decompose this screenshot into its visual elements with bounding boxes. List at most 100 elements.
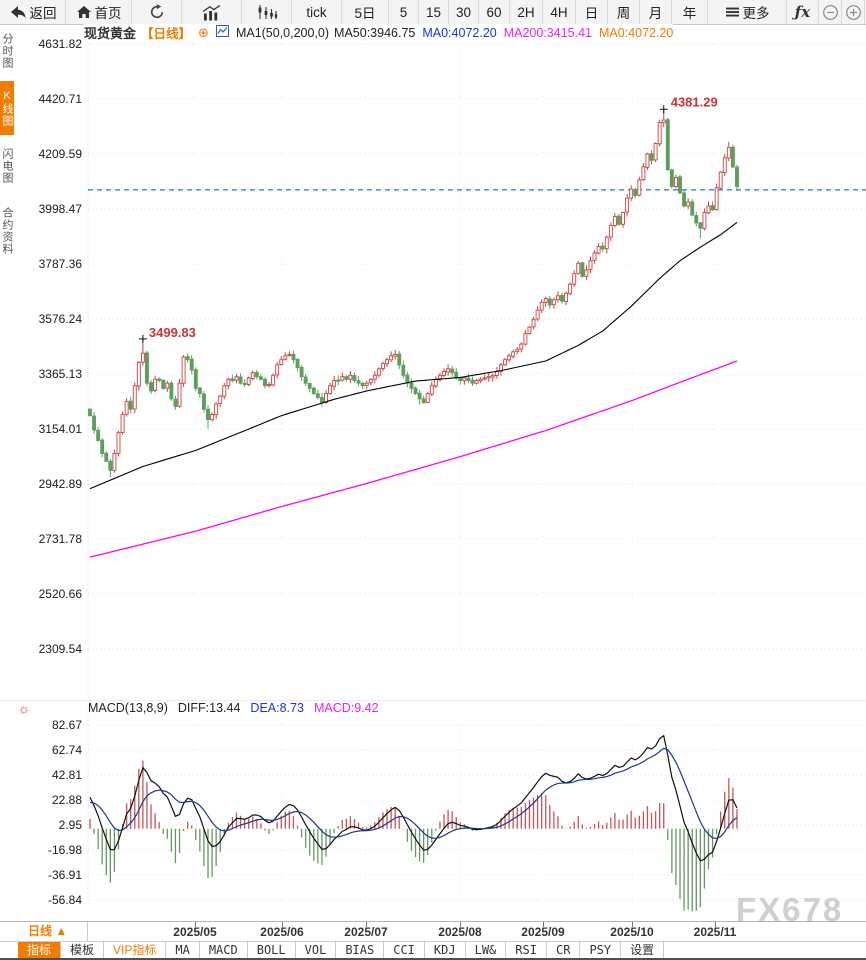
sidebar-item-time-chart[interactable]: 分时图 [1,33,13,69]
price-axis-label: 3365.13 [38,367,82,381]
interval-day-button[interactable]: 日 [576,0,608,24]
price-axis-label: 3154.01 [38,422,82,436]
chart-style-candle-button[interactable] [242,0,292,24]
interval-30m-button[interactable]: 30 [449,0,479,24]
interval-day-button-label: 日 [584,6,599,21]
tab-indicator[interactable]: 指标 [18,942,62,958]
tab-vip-indicator[interactable]: VIP指标 [104,942,167,958]
month-tick [366,922,367,927]
interval-5d-button-label: 5日 [354,6,376,21]
menu-icon [725,5,740,19]
price-axis-label: 2731.78 [38,532,82,546]
month-tick [543,922,544,927]
interval-week-button[interactable]: 周 [608,0,640,24]
interval-5m-button-label: 5 [399,4,408,20]
macd-axis-label: 62.74 [51,743,82,757]
sidebar-item-flash-chart[interactable]: 闪电图 [1,148,13,184]
sidebar-item-kline-chart[interactable]: K线图 [0,81,14,135]
zoom-in-icon [844,3,863,22]
bar-chart-icon [201,4,222,21]
toolbar: 返回 首页 tick 5日 5 15 30 60 2H 4H 日 周 月 年 更多 ƒx [0,0,866,25]
indicator-tab-bar: 指标 模板 VIP指标 MA MACD BOLL VOL BIAS CCI KDJ LW& RSI CR… [0,941,866,960]
tab-macd[interactable]: MACD [200,942,248,958]
mini-chart-icon [215,25,229,40]
time-axis: 日线 ▲ 2025/05 2025/06 2025/07 2025/08 2025/09… [0,921,866,941]
chart-header: 现货黄金 【日线】 ⊕ MA1(50,0,200,0) MA50:3946.75… [84,24,674,41]
swing-high-october-label: 4381.29 [671,94,718,109]
ma50-value: MA50:3946.75 [334,25,416,40]
ma0-value-blue: MA0:4072.20 [422,25,497,40]
more-button[interactable]: 更多 [708,0,787,24]
interval-week-button-label: 周 [616,6,631,21]
home-button-label: 首页 [94,6,122,21]
interval-15m-button[interactable]: 15 [419,0,449,24]
interval-tick-button-label: tick [306,4,327,20]
month-tick [460,922,461,927]
chart-type-sidebar: 分时图 K线图闪电图合约资料 [0,26,14,270]
tab-settings[interactable]: 设置 [621,942,665,958]
refresh-button[interactable] [132,0,182,24]
back-button[interactable]: 返回 [0,0,66,24]
month-tick [282,922,283,927]
interval-tick-button[interactable]: tick [292,0,342,24]
macd-diff-value: DIFF:13.44 [177,701,241,715]
more-button-label: 更多 [742,6,770,21]
tab-template[interactable]: 模板 [61,942,105,958]
month-tick [195,922,196,927]
interval-15m-button-label: 15 [425,4,442,20]
formula-button[interactable]: ƒx [787,0,819,24]
refresh-icon [148,3,166,21]
macd-axis-label: 2.95 [58,818,82,832]
macd-axis-label: 42.81 [51,768,82,782]
interval-2h-button-label: 2H [517,4,535,20]
price-axis-label: 2942.89 [38,477,82,491]
price-axis-label: 3787.36 [38,257,82,271]
tab-cci[interactable]: CCI [384,942,425,958]
tab-rsi[interactable]: RSI [506,942,547,958]
chart-style-bar-button[interactable] [182,0,242,24]
zoom-out-icon [821,3,840,22]
fx-icon: ƒx [794,3,811,21]
interval-month-button[interactable]: 月 [640,0,672,24]
macd-dea-value: DEA:8.73 [250,701,304,715]
ma-settings-label: MA1(50,0,200,0) [235,25,330,40]
macd-macd-value: MACD:9.42 [313,701,379,715]
interval-2h-button[interactable]: 2H [510,0,543,24]
swing-high-april-label: 3499.83 [149,325,196,340]
interval-5m-button[interactable]: 5 [389,0,419,24]
interval-4h-button[interactable]: 4H [543,0,576,24]
ma0-value-orange: MA0:4072.20 [598,25,674,40]
tab-cr[interactable]: CR [547,942,581,958]
price-axis-label: 4209.59 [38,147,82,161]
tab-bias[interactable]: BIAS [336,942,385,958]
macd-title: MACD(13,8,9) [88,701,168,715]
tab-kdj[interactable]: KDJ [425,942,466,958]
price-axis-label: 3998.47 [38,202,82,216]
tab-lw[interactable]: LW& [466,942,507,958]
home-icon [76,4,92,20]
macd-axis-label: -56.84 [47,893,82,907]
indicator-settings-icon[interactable]: ☼ [18,701,30,716]
month-tick [632,922,633,927]
tab-vol[interactable]: VOL [296,942,337,958]
current-period-label[interactable]: 日线 ▲ [14,922,88,941]
zoom-out-button[interactable] [819,0,842,24]
tab-ma[interactable]: MA [166,942,200,958]
interval-60m-button[interactable]: 60 [479,0,510,24]
date-label: 2025/06 [260,925,304,939]
ma200-value: MA200:3415.41 [503,25,592,40]
macd-axis-label: 82.67 [51,718,82,732]
date-label: 2025/11 [693,925,737,939]
tab-boll[interactable]: BOLL [248,942,296,958]
interval-year-button[interactable]: 年 [672,0,708,24]
sidebar-item-contract-info[interactable]: 合约资料 [1,207,13,255]
zoom-in-button[interactable] [842,0,865,24]
interval-5d-button[interactable]: 5日 [342,0,389,24]
macd-indicator-header: ☼ MACD(13,8,9) DIFF:13.44 DEA:8.73 MACD:… [16,701,636,717]
add-indicator-icon[interactable]: ⊕ [198,25,209,40]
tab-psy[interactable]: PSY [580,942,622,958]
date-label: 2025/09 [521,925,565,939]
home-button[interactable]: 首页 [66,0,132,24]
